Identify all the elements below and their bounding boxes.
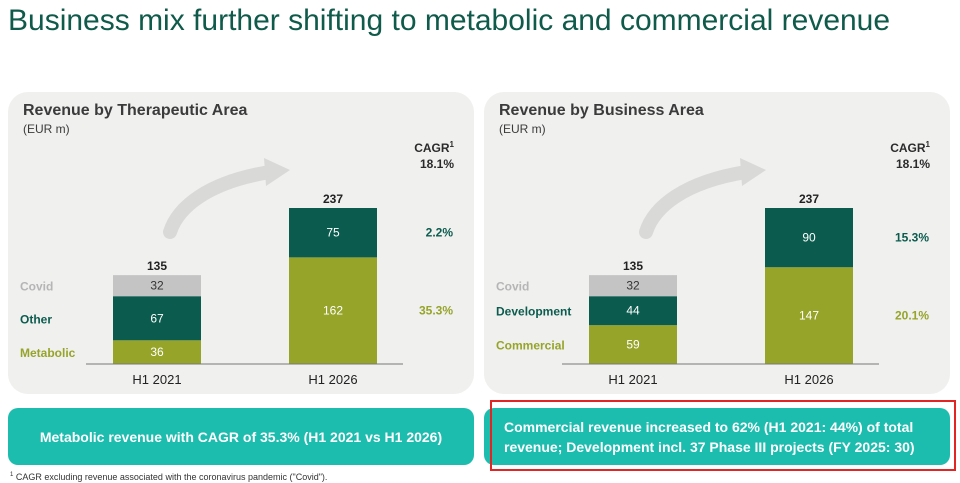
panel-unit: (EUR m) — [499, 122, 546, 136]
footnote-marker: 1 — [10, 472, 14, 478]
commercial-summary-box: Commercial revenue increased to 62% (H1 … — [484, 408, 950, 465]
data-label: 36 — [150, 345, 164, 359]
data-label: 44 — [626, 304, 640, 318]
total-label: 135 — [147, 259, 167, 273]
bar-segment — [289, 208, 377, 258]
highlight-frame — [490, 400, 956, 471]
business-area-panel: Revenue by Business Area (EUR m) CAGR1 1… — [484, 92, 950, 394]
bar-segment — [765, 267, 853, 364]
cagr-header: CAGR1 18.1% — [414, 137, 454, 172]
cagr-total: 18.1% — [419, 157, 454, 171]
bar-segment — [589, 325, 677, 364]
cagr-value: 20.1% — [895, 309, 929, 323]
data-label: 67 — [150, 311, 164, 325]
category-label: H1 2026 — [784, 372, 833, 387]
growth-arrow-icon — [639, 165, 753, 239]
therapeutic-area-chart: 36 67 32 135 H1 2021 162 75 237 H1 2026 Metabolic… — [20, 158, 454, 387]
footnote-text: CAGR excluding revenue associated with t… — [15, 472, 328, 482]
panel-title: Revenue by Therapeutic Area — [23, 102, 248, 119]
footnote-marker: 1 — [925, 140, 930, 149]
cagr-value: 2.2% — [426, 226, 454, 240]
data-label: 32 — [150, 279, 164, 293]
data-label: 147 — [799, 309, 819, 323]
bar-segment — [289, 257, 377, 364]
data-label: 59 — [626, 338, 640, 352]
data-label: 90 — [802, 231, 816, 245]
category-label: H1 2026 — [308, 372, 357, 387]
growth-arrowhead-icon — [740, 158, 766, 186]
total-label: 237 — [323, 192, 343, 206]
cagr-label: CAGR — [414, 141, 450, 155]
bar-segment — [113, 340, 201, 364]
series-label: Other — [20, 312, 52, 326]
bar-segment — [589, 296, 677, 326]
total-label: 237 — [799, 192, 819, 206]
data-label: 75 — [326, 226, 340, 240]
growth-arrow-icon — [163, 165, 277, 239]
therapeutic-area-panel: Revenue by Therapeutic Area (EUR m) CAGR… — [8, 92, 474, 394]
data-label: 32 — [626, 279, 640, 293]
series-label: Covid — [20, 280, 53, 294]
series-label: Commercial — [496, 339, 565, 353]
cagr-label: CAGR — [890, 141, 926, 155]
cagr-header: CAGR1 18.1% — [890, 137, 930, 172]
footnote-marker: 1 — [449, 140, 454, 149]
summary-text: Commercial revenue increased to 62% (H1 … — [504, 418, 915, 455]
data-label: 162 — [323, 304, 343, 318]
business-area-chart: 59 44 32 135 H1 2021 147 90 237 H1 2026 Commercia… — [496, 158, 929, 387]
bar-segment — [589, 275, 677, 297]
page-title: Business mix further shifting to metabol… — [8, 4, 891, 37]
cagr-total: 18.1% — [895, 157, 930, 171]
bar-segment — [113, 275, 201, 297]
panel-title: Revenue by Business Area — [499, 102, 704, 119]
metabolic-summary-box: Metabolic revenue with CAGR of 35.3% (H1… — [8, 408, 474, 465]
series-label: Development — [496, 305, 571, 319]
cagr-value: 35.3% — [419, 304, 453, 318]
series-label: Covid — [496, 280, 529, 294]
category-label: H1 2021 — [608, 372, 657, 387]
cagr-value: 15.3% — [895, 231, 929, 245]
total-label: 135 — [623, 259, 643, 273]
series-label: Metabolic — [20, 346, 76, 360]
growth-arrowhead-icon — [264, 158, 290, 186]
panel-unit: (EUR m) — [23, 122, 70, 136]
bar-segment — [113, 296, 201, 341]
category-label: H1 2021 — [132, 372, 181, 387]
footnote: 1 CAGR excluding revenue associated with… — [10, 472, 327, 482]
summary-text: Metabolic revenue with CAGR of 35.3% (H1… — [39, 428, 443, 445]
bar-segment — [765, 208, 853, 268]
